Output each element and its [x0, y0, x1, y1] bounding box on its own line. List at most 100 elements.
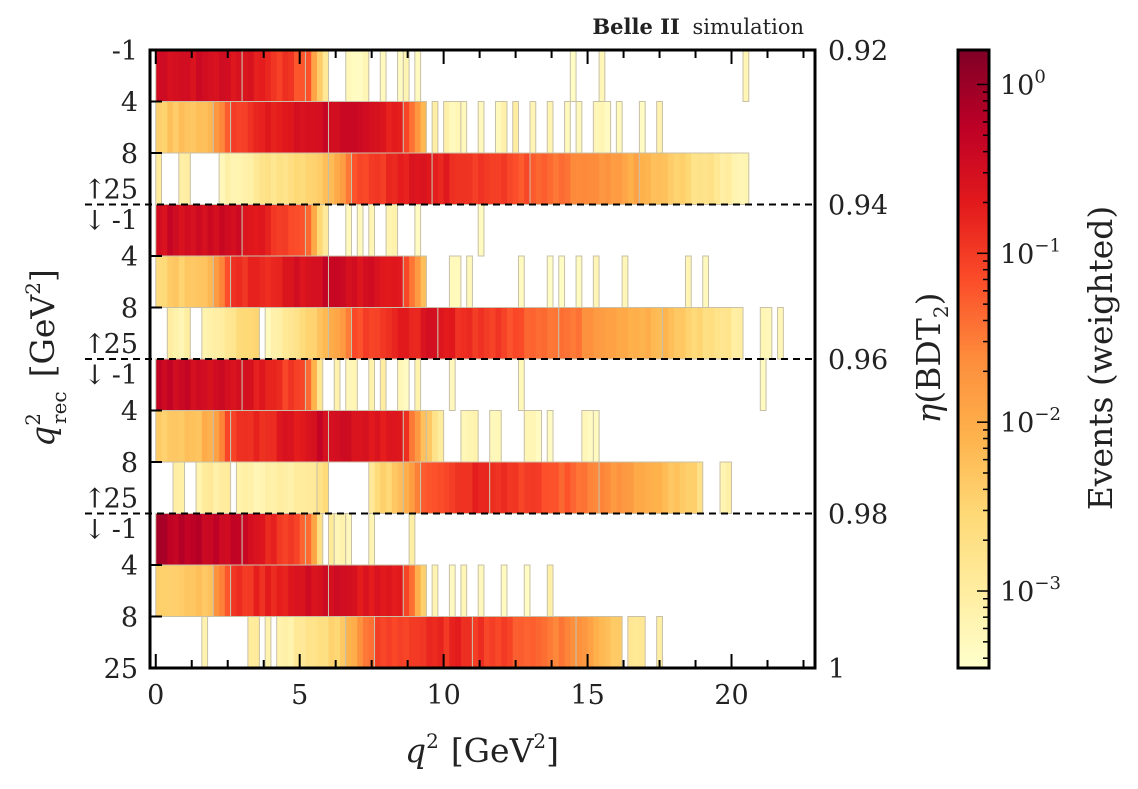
- heatmap-cell: [247, 153, 255, 205]
- colorbar-fill: [958, 50, 989, 668]
- heatmap-cell: [236, 307, 243, 359]
- heatmap-cell: [627, 307, 635, 359]
- heatmap-cell: [409, 307, 416, 359]
- heatmap-cell: [478, 565, 485, 617]
- heatmap-cell: [547, 410, 554, 462]
- heatmap-cell: [328, 153, 335, 205]
- heatmap-cell: [478, 307, 485, 359]
- heatmap-cell: [334, 513, 341, 565]
- heatmap-cell: [535, 616, 542, 668]
- heatmap-cell: [403, 101, 410, 153]
- heatmap-cell: [731, 307, 738, 359]
- heatmap-cell: [374, 565, 381, 617]
- right-tick-label: 0.98: [828, 500, 888, 531]
- heatmap-cell: [282, 256, 289, 308]
- arrow-up-icon: ↑: [83, 484, 106, 515]
- heatmap-cell: [391, 565, 398, 617]
- heatmap-cell: [155, 101, 162, 153]
- heatmap-cell: [316, 101, 324, 153]
- heatmap-cell: [650, 462, 658, 514]
- heatmap-cell: [437, 153, 445, 205]
- heatmap-cell: [437, 307, 445, 359]
- heatmap-cell: [328, 513, 335, 565]
- heatmap-cell: [622, 153, 629, 205]
- heatmap-cell: [581, 410, 588, 462]
- left-tick-label: -1: [112, 206, 138, 237]
- heatmap-cell: [305, 101, 312, 153]
- heatmap-cell: [265, 50, 272, 102]
- heatmap-cell: [414, 307, 422, 359]
- heatmap-cell: [340, 101, 347, 153]
- heatmap-cell: [443, 616, 450, 668]
- heatmap-cell: [409, 101, 416, 153]
- heatmap-cell: [524, 565, 531, 617]
- heatmap-cell: [236, 513, 243, 565]
- heatmap-cell: [299, 50, 306, 102]
- heatmap-cell: [282, 307, 289, 359]
- heatmap-cell: [345, 256, 352, 308]
- heatmap-cell: [201, 462, 208, 514]
- heatmap-cell: [288, 256, 295, 308]
- heatmap-cell: [167, 513, 174, 565]
- heatmap-cell: [357, 50, 364, 102]
- heatmap-cell: [270, 307, 278, 359]
- heatmap-cell: [161, 101, 168, 153]
- heatmap-cell: [443, 153, 450, 205]
- heatmap-cell: [334, 153, 341, 205]
- heatmap-cell: [518, 359, 525, 411]
- heatmap-cell: [530, 462, 537, 514]
- heatmap-cell: [207, 204, 214, 256]
- heatmap-cell: [311, 153, 318, 205]
- heatmap-cell: [167, 307, 174, 359]
- heatmap-cell: [213, 101, 220, 153]
- heatmap-cell: [259, 50, 266, 102]
- heatmap-cell: [368, 565, 375, 617]
- heatmap-cell: [178, 307, 185, 359]
- heatmap-cell: [587, 307, 594, 359]
- heatmap-cell: [645, 153, 652, 205]
- heatmap-cell: [380, 565, 387, 617]
- heatmap-cell: [495, 153, 502, 205]
- left-tick-label: -1: [112, 36, 138, 67]
- heatmap-cell: [345, 153, 352, 205]
- heatmap-cell: [587, 462, 594, 514]
- heatmap-cell: [708, 307, 715, 359]
- heatmap-cell: [397, 359, 404, 411]
- heatmap-cell: [219, 462, 226, 514]
- heatmap-cell: [351, 565, 358, 617]
- heatmap-cell: [265, 513, 272, 565]
- heatmap-cell: [201, 616, 208, 668]
- heatmap-cell: [184, 204, 191, 256]
- heatmap-cell: [455, 462, 462, 514]
- heatmap-cell: [599, 153, 606, 205]
- heatmap-cell: [265, 101, 272, 153]
- heatmap-cell: [593, 462, 600, 514]
- heatmap-cell: [265, 410, 272, 462]
- left-tick-label: 4: [121, 397, 138, 428]
- heatmap-cell: [253, 513, 260, 565]
- heatmap-cell: [293, 256, 301, 308]
- heatmap-cell: [282, 565, 289, 617]
- heatmap-cell: [299, 307, 306, 359]
- heatmap-cell: [702, 307, 709, 359]
- heatmap-cell: [351, 101, 358, 153]
- heatmap-cell: [466, 616, 473, 668]
- heatmap-cell: [610, 616, 617, 668]
- heatmap-cell: [190, 513, 197, 565]
- heatmap-cell: [242, 462, 249, 514]
- heatmap-cell: [196, 462, 203, 514]
- heatmap-cell: [311, 307, 318, 359]
- heatmap-cell: [553, 616, 560, 668]
- heatmap-cell: [253, 410, 260, 462]
- x-tick-label: 10: [426, 680, 460, 711]
- heatmap-cell: [639, 616, 646, 668]
- heatmap-cell: [161, 50, 168, 102]
- heatmap-cell: [403, 462, 410, 514]
- heatmap-cell: [196, 50, 203, 102]
- heatmap-cell: [288, 410, 295, 462]
- heatmap-cell: [316, 616, 324, 668]
- heatmap-cell: [242, 50, 249, 102]
- heatmap-cell: [547, 153, 554, 205]
- heatmap-cell: [518, 462, 525, 514]
